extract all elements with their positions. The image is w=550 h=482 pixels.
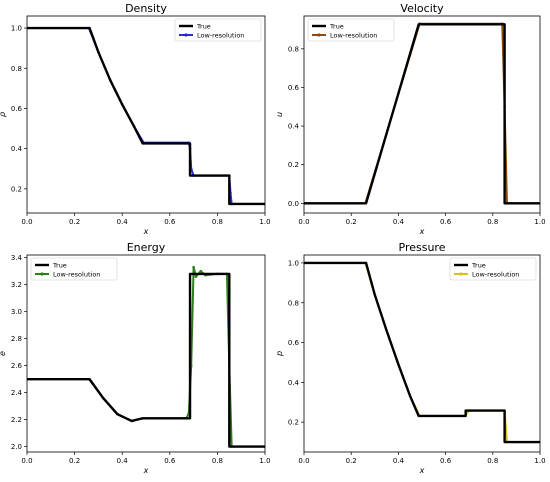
y-tick-label: 0.6 — [11, 105, 23, 113]
x-axis-label: x — [143, 466, 149, 475]
y-tick-label: 2.4 — [11, 389, 23, 397]
chart-title: Energy — [127, 241, 166, 254]
y-tick-label: 1.0 — [288, 259, 299, 267]
series-line — [27, 26, 265, 206]
x-tick-label: 1.0 — [259, 457, 270, 465]
y-tick-label: 0.6 — [288, 339, 300, 347]
legend-label: True — [329, 22, 344, 30]
x-tick-label: 0.2 — [69, 218, 80, 226]
legend-marker — [40, 272, 44, 276]
legend-box — [449, 257, 537, 281]
y-tick-label: 3.2 — [11, 281, 22, 289]
series-line — [304, 261, 540, 444]
legend-label: True — [196, 22, 211, 30]
y-axis-label: ρ — [0, 112, 7, 117]
subplot-pressure: Pressure 0.0 0.2 0.4 0.6 0.8 1.0 0.2 0.4 0.6 0.8 1.… — [275, 241, 546, 475]
x-tick-label: 1.0 — [534, 457, 545, 465]
subplot-energy: Energy 0.0 0.2 0.4 0.6 0.8 1.0 2.0 2.2 2.4 2.6 2.8 3… — [0, 241, 271, 475]
plot-frame — [26, 254, 266, 453]
y-tick-label: 0.6 — [288, 84, 300, 92]
x-axis-label: x — [419, 466, 425, 475]
chart-title: Velocity — [400, 2, 444, 15]
x-axis-label: x — [143, 227, 149, 236]
y-tick-label: 2.6 — [11, 362, 23, 370]
x-tick-label: 0.8 — [487, 457, 498, 465]
series-line — [27, 272, 265, 448]
series-line — [304, 23, 540, 205]
series-point — [194, 275, 198, 278]
x-tick-label: 0.6 — [164, 218, 176, 226]
y-tick-label: 0.2 — [288, 419, 299, 427]
legend-label: True — [52, 261, 67, 269]
y-axis-label: e — [0, 351, 7, 356]
legend-box — [307, 18, 395, 42]
legend-label: Low-resolution — [53, 270, 100, 278]
x-tick-label: 0.8 — [212, 218, 223, 226]
x-tick-label: 0.8 — [487, 218, 498, 226]
x-tick-label: 0.0 — [298, 218, 309, 226]
legend-label: True — [471, 261, 486, 269]
y-tick-label: 0.0 — [288, 200, 299, 208]
x-tick-label: 1.0 — [534, 218, 545, 226]
series-true — [27, 26, 265, 206]
y-tick-label: 0.2 — [11, 185, 22, 193]
plot-frame — [303, 15, 541, 214]
y-axis-label: u — [275, 112, 284, 117]
subplot-density: Density 0.0 0.2 0.4 0.6 0.8 1.0 0.2 0.4 0.6 0.8 1.0… — [0, 2, 271, 236]
legend-marker — [317, 33, 321, 37]
y-tick-label: 0.2 — [288, 161, 299, 169]
y-tick-label: 2.2 — [11, 416, 22, 424]
y-tick-label: 1.0 — [11, 25, 22, 33]
x-tick-label: 0.2 — [69, 457, 80, 465]
series-true — [304, 23, 540, 205]
legend-label: Low-resolution — [197, 31, 244, 39]
y-tick-label: 0.4 — [288, 379, 300, 387]
x-tick-label: 1.0 — [259, 218, 270, 226]
x-tick-label: 0.0 — [21, 457, 32, 465]
series-true — [27, 272, 265, 448]
y-tick-label: 2.8 — [11, 335, 22, 343]
legend-marker — [459, 272, 463, 276]
x-tick-label: 0.4 — [117, 218, 129, 226]
y-tick-label: 2.0 — [11, 443, 22, 451]
legend-box — [174, 18, 262, 42]
x-tick-label: 0.0 — [298, 457, 309, 465]
y-tick-label: 0.8 — [11, 65, 22, 73]
plot-frame — [303, 254, 541, 453]
y-axis-label: p — [275, 351, 284, 357]
y-tick-label: 0.4 — [288, 123, 300, 131]
subplot-velocity: Velocity 0.0 0.2 0.4 0.6 0.8 1.0 0.0 0.2 0.4 0.6 0.… — [275, 2, 546, 236]
series-true — [304, 261, 540, 444]
y-tick-label: 0.8 — [288, 299, 299, 307]
x-tick-label: 0.4 — [393, 218, 405, 226]
x-tick-label: 0.8 — [212, 457, 223, 465]
x-axis-label: x — [419, 227, 425, 236]
x-tick-label: 0.4 — [117, 457, 129, 465]
chart-title: Pressure — [399, 241, 446, 254]
x-tick-label: 0.6 — [164, 457, 176, 465]
x-tick-label: 0.4 — [393, 457, 405, 465]
x-tick-label: 0.6 — [440, 218, 452, 226]
legend-marker — [184, 33, 188, 37]
x-tick-label: 0.2 — [346, 218, 357, 226]
y-tick-label: 3.4 — [11, 254, 23, 262]
series-point — [192, 265, 195, 269]
plot-frame — [26, 15, 266, 214]
y-tick-label: 0.4 — [11, 145, 23, 153]
chart-title: Density — [125, 2, 167, 15]
x-tick-label: 0.2 — [346, 457, 357, 465]
y-tick-label: 0.8 — [288, 45, 299, 53]
series-point — [199, 269, 203, 273]
y-tick-label: 3.0 — [11, 308, 22, 316]
legend-box — [30, 257, 118, 281]
x-tick-label: 0.0 — [21, 218, 32, 226]
legend-label: Low-resolution — [472, 270, 519, 278]
legend-label: Low-resolution — [330, 31, 377, 39]
x-tick-label: 0.6 — [440, 457, 452, 465]
